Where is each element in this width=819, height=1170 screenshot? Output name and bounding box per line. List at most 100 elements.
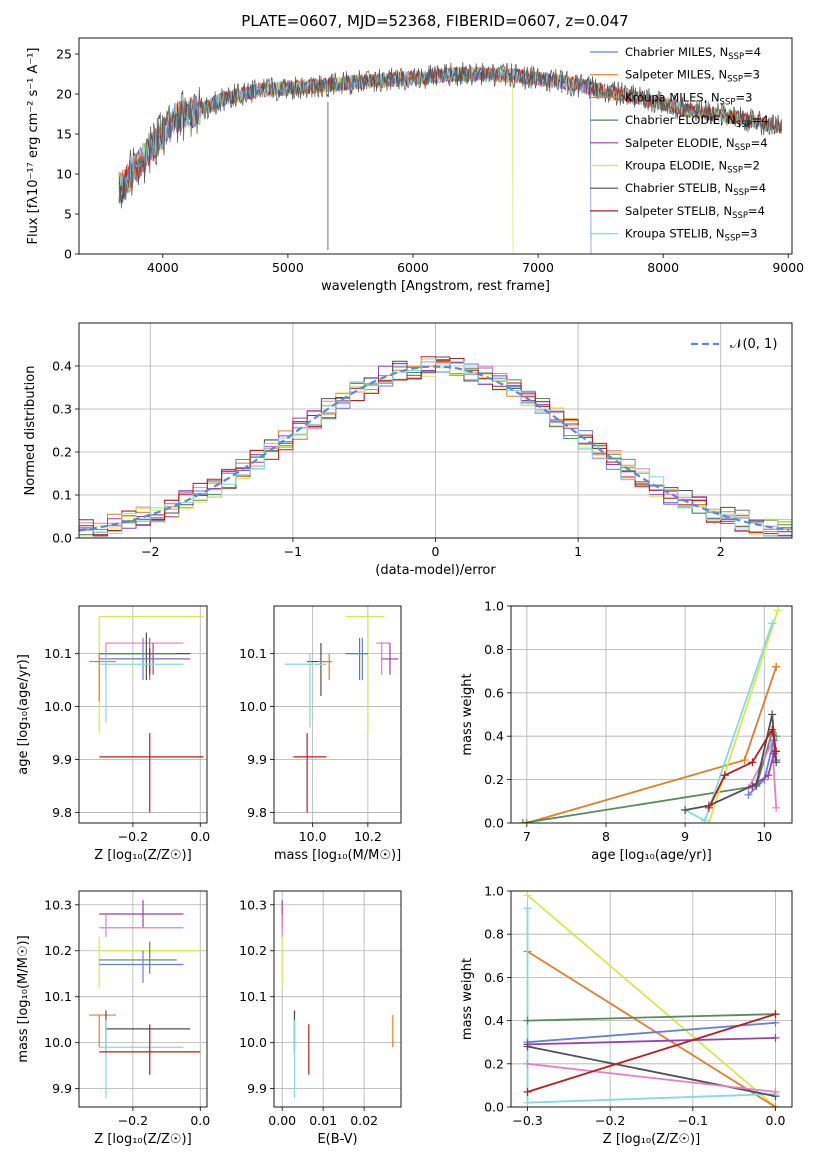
y-tick-label: 9.8 bbox=[52, 805, 72, 820]
chart-weight-z: −0.3 −0.2 −0.1 0.0 0.0 0.2 0.4 0.6 0.8 1.0 Z [log₁… bbox=[460, 884, 793, 1147]
legend-value: =4 bbox=[748, 204, 765, 218]
y-tick-label: 0 bbox=[64, 247, 72, 262]
legend-sub: SSP bbox=[736, 120, 752, 130]
x-axis-label: Z [log₁₀(Z/Z☉)] bbox=[94, 848, 191, 863]
spectrum-series-line bbox=[118, 61, 783, 209]
chart-age-mass: 10.0 10.2 9.8 9.9 10.0 10.1 mass [log₁₀(M/M☉)] bbox=[239, 605, 402, 863]
weight-point-marker bbox=[772, 758, 781, 767]
figure-title: PLATE=0607, MJD=52368, FIBERID=0607, z=0… bbox=[241, 12, 629, 30]
y-tick-label: 0.4 bbox=[52, 359, 72, 374]
legend-sub: SSP bbox=[735, 143, 751, 153]
weight-point-marker bbox=[772, 662, 781, 671]
weight-series-line bbox=[527, 1062, 776, 1093]
chart-spectrum: 4000 5000 6000 7000 8000 9000 0 5 10 15 20 25 wavele… bbox=[26, 37, 804, 294]
spectrum-lines bbox=[118, 61, 783, 254]
weight-lines bbox=[518, 606, 782, 823]
weight-series-line bbox=[527, 1013, 776, 1093]
weight-point-marker bbox=[773, 606, 782, 615]
y-tick-label: 15 bbox=[56, 127, 72, 142]
legend-entry: Chabrier ELODIE, NSSP=4 bbox=[625, 113, 769, 130]
x-tick-label: 10 bbox=[756, 829, 772, 844]
y-tick-label: 0.2 bbox=[52, 445, 72, 460]
y-tick-label: 5 bbox=[64, 207, 72, 222]
x-tick-label: 1 bbox=[574, 544, 582, 559]
y-tick-label: 0.2 bbox=[484, 772, 504, 787]
x-tick-label: 6000 bbox=[397, 260, 429, 275]
x-tick-label: 7000 bbox=[522, 260, 554, 275]
weight-point-marker bbox=[771, 1087, 780, 1096]
x-tick-label: 0.01 bbox=[309, 1113, 337, 1128]
legend-sub: SSP bbox=[727, 166, 743, 176]
x-axis-label: wavelength [Angstrom, rest frame] bbox=[321, 279, 550, 294]
y-tick-label: 20 bbox=[56, 87, 72, 102]
y-tick-label: 10.2 bbox=[239, 943, 267, 958]
legend-sub: SSP bbox=[728, 52, 744, 62]
x-tick-label: 0 bbox=[432, 544, 440, 559]
y-tick-label: 0.1 bbox=[52, 488, 72, 503]
y-axis-label: mass [log₁₀(M/M☉)] bbox=[16, 935, 31, 1062]
x-tick-label: −1 bbox=[284, 544, 302, 559]
y-tick-label: 0.8 bbox=[484, 642, 504, 657]
y-axis-label: mass weight bbox=[460, 673, 475, 755]
x-tick-label: −0.2 bbox=[118, 1113, 148, 1128]
y-tick-label: 10.1 bbox=[239, 989, 267, 1004]
chart-weight-age: 7 8 9 10 0.0 0.2 0.4 0.6 0.8 1.0 age [log₁₀(age/yr… bbox=[460, 599, 793, 863]
weight-point-marker bbox=[681, 805, 690, 814]
y-tick-label: 10 bbox=[56, 167, 72, 182]
weight-point-marker bbox=[523, 1087, 532, 1096]
x-tick-label: −0.2 bbox=[595, 1113, 625, 1128]
y-tick-label: 0.6 bbox=[484, 685, 504, 700]
chart-mass-z: −0.2 0.0 9.9 10.0 10.1 10.2 10.3 Z [log₁₀(Z/Z☉)… bbox=[16, 890, 210, 1147]
legend-sub: SSP bbox=[732, 211, 748, 221]
x-tick-label: −0.1 bbox=[678, 1113, 708, 1128]
legend-entry: Chabrier STELIB, NSSP=4 bbox=[625, 181, 766, 198]
weight-point-marker bbox=[700, 816, 709, 823]
x-axis-label: Z [log₁₀(Z/Z☉)] bbox=[603, 1132, 700, 1147]
errorbars bbox=[89, 900, 201, 1098]
legend-entry: Kroupa STELIB, NSSP=3 bbox=[625, 227, 757, 244]
legend-value: =4 bbox=[752, 113, 769, 127]
x-tick-label: 9000 bbox=[772, 260, 804, 275]
weight-point-marker bbox=[523, 904, 532, 913]
histograms bbox=[79, 356, 792, 537]
weight-point-marker bbox=[523, 891, 532, 900]
weight-point-marker bbox=[518, 819, 527, 823]
weight-point-marker bbox=[764, 771, 773, 780]
axes-frame bbox=[78, 322, 793, 539]
legend-value: =2 bbox=[743, 159, 760, 173]
x-tick-label: 0.00 bbox=[268, 1113, 296, 1128]
weight-point-marker bbox=[768, 619, 777, 628]
legend-value: =4 bbox=[744, 45, 761, 59]
spectrum-series-line bbox=[118, 67, 783, 199]
y-tick-label: 0.6 bbox=[484, 970, 504, 985]
x-tick-label: 10.2 bbox=[354, 829, 382, 844]
weight-series-line bbox=[527, 1013, 776, 1022]
y-tick-label: 25 bbox=[56, 47, 72, 62]
y-axis-label: age [log₁₀(age/yr)] bbox=[16, 654, 31, 775]
weight-point-marker bbox=[704, 803, 713, 812]
chart-age-z: −0.2 0.0 9.8 9.9 10.0 10.1 Z [log₁₀(Z/Z☉)] age … bbox=[16, 605, 210, 863]
y-tick-label: 10.1 bbox=[239, 646, 267, 661]
weight-point-marker bbox=[768, 710, 777, 719]
legend-entry: Chabrier MILES, NSSP=4 bbox=[625, 45, 761, 62]
weight-point-marker bbox=[522, 819, 531, 823]
weight-point-marker bbox=[752, 779, 761, 788]
axes-frame bbox=[273, 605, 402, 824]
axes-frame bbox=[78, 890, 208, 1108]
weight-series-line bbox=[526, 908, 776, 1104]
x-axis-label: E(B-V) bbox=[317, 1132, 357, 1147]
weight-point-marker bbox=[523, 1098, 532, 1107]
y-tick-label: 10.2 bbox=[44, 943, 72, 958]
legend-entry: Salpeter MILES, NSSP=3 bbox=[625, 68, 760, 85]
x-tick-label: 0.0 bbox=[766, 1113, 786, 1128]
weight-series-line bbox=[708, 610, 779, 823]
y-tick-label: 10.3 bbox=[239, 897, 267, 912]
legend-value: =4 bbox=[749, 181, 766, 195]
axes-frame bbox=[78, 37, 793, 255]
weight-point-marker bbox=[748, 758, 757, 767]
weight-point-marker bbox=[744, 790, 753, 799]
legend-value: =3 bbox=[740, 227, 757, 241]
weight-point-marker bbox=[771, 1033, 780, 1042]
y-tick-label: 0.8 bbox=[484, 927, 504, 942]
legend-value: =3 bbox=[735, 90, 752, 104]
